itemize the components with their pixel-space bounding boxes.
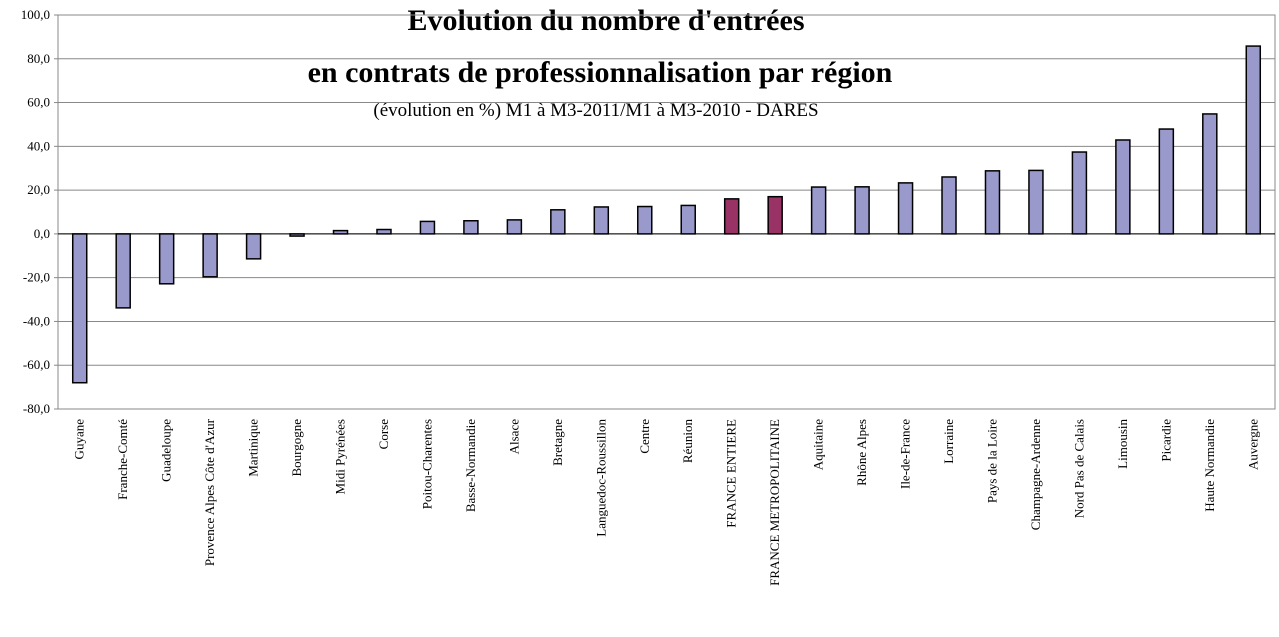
x-tick-label: Midi Pyrénées bbox=[333, 419, 348, 494]
bar bbox=[723, 198, 740, 235]
x-tick-label: Languedoc-Roussillon bbox=[593, 419, 608, 537]
bar bbox=[463, 220, 479, 235]
bar bbox=[984, 170, 1001, 235]
bar bbox=[1158, 128, 1175, 235]
bar bbox=[1202, 113, 1218, 235]
bar bbox=[506, 219, 523, 235]
x-tick-label: Poitou-Charentes bbox=[419, 419, 434, 509]
bar bbox=[1071, 151, 1088, 235]
x-tick-label: Corse bbox=[376, 419, 391, 450]
bar bbox=[115, 233, 131, 309]
bar bbox=[854, 186, 870, 235]
x-tick-label: Centre bbox=[637, 419, 652, 454]
x-tick-label: Haute Normandie bbox=[1202, 419, 1217, 512]
x-tick-label: Pays de la Loire bbox=[984, 419, 999, 503]
chart-subtitle: (évolution en %) M1 à M3-2011/M1 à M3-20… bbox=[373, 100, 818, 121]
bar bbox=[1028, 169, 1044, 235]
x-tick-label: Lorraine bbox=[941, 419, 956, 464]
y-tick-label: -40,0 bbox=[23, 313, 50, 328]
bar bbox=[245, 233, 262, 260]
bar bbox=[593, 206, 610, 235]
y-tick-label: -60,0 bbox=[23, 357, 50, 372]
y-tick-label: 80,0 bbox=[27, 51, 50, 66]
y-tick-label: 20,0 bbox=[27, 182, 50, 197]
x-tick-label: Nord Pas de Calais bbox=[1071, 419, 1086, 518]
bar bbox=[680, 204, 696, 235]
x-tick-label: FRANCE METROPOLITAINE bbox=[767, 419, 782, 586]
bar bbox=[1115, 139, 1131, 235]
x-tick-label: Rhône Alpes bbox=[854, 419, 869, 486]
bar bbox=[767, 195, 783, 235]
x-tick-label: FRANCE ENTIERE bbox=[724, 419, 739, 528]
y-tick-label: 60,0 bbox=[27, 95, 50, 110]
x-tick-label: Auvergne bbox=[1245, 419, 1260, 470]
x-tick-label: Guyane bbox=[72, 419, 87, 460]
bar bbox=[376, 228, 392, 235]
x-tick-label: Guadeloupe bbox=[159, 419, 174, 482]
x-tick-label: Bretagne bbox=[550, 419, 565, 466]
bar bbox=[158, 233, 175, 285]
x-tick-label: Basse-Normandie bbox=[463, 419, 478, 512]
y-tick-label: -80,0 bbox=[23, 401, 50, 416]
bar bbox=[1245, 45, 1262, 235]
x-tick-label: Ile-de-France bbox=[898, 419, 913, 489]
bar bbox=[419, 220, 436, 235]
y-tick-label: 0,0 bbox=[34, 226, 50, 241]
bar bbox=[897, 182, 914, 235]
y-tick-label: -20,0 bbox=[23, 270, 50, 285]
x-tick-label: Limousin bbox=[1115, 419, 1130, 469]
x-tick-label: Bourgogne bbox=[289, 419, 304, 477]
x-tick-label: Réunion bbox=[680, 419, 695, 464]
bar bbox=[550, 209, 566, 235]
bar bbox=[332, 229, 349, 235]
bar bbox=[71, 233, 88, 384]
y-tick-label: 40,0 bbox=[27, 138, 50, 153]
x-tick-label: Aquitaine bbox=[811, 419, 826, 470]
x-tick-label: Picardie bbox=[1158, 419, 1173, 462]
bar bbox=[202, 233, 218, 278]
x-tick-label: Franche-Comté bbox=[115, 419, 130, 500]
bar bbox=[810, 186, 827, 235]
x-tick-label: Provence Alpes Côte d'Azur bbox=[202, 418, 217, 566]
bar bbox=[289, 233, 305, 237]
bar bbox=[941, 176, 957, 235]
x-tick-label: Champagne-Ardenne bbox=[1028, 419, 1043, 530]
x-tick-label: Martinique bbox=[246, 419, 261, 477]
x-tick-label: Alsace bbox=[506, 419, 521, 455]
bar bbox=[637, 205, 653, 235]
chart-title: Evolution du nombre d'entrées bbox=[408, 4, 805, 37]
y-tick-label: 100,0 bbox=[21, 7, 50, 22]
chart-title: en contrats de professionnalisation par … bbox=[308, 56, 893, 89]
